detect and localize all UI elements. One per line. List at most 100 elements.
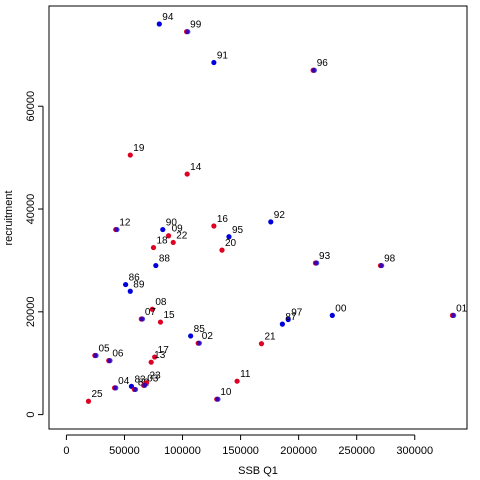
point-96: 96 [310,58,329,73]
point-93: 93 [312,251,331,266]
point-89: 89 [127,279,145,294]
point-04: 04 [111,376,130,391]
point-18: 18 [150,236,168,251]
point-label: 88 [159,254,171,265]
point-marker [85,398,92,404]
point-09: 09 [165,224,184,239]
point-05: 05 [92,344,110,359]
point-marker [234,378,240,384]
x-tick-label: 200000 [280,445,317,457]
point-marker-overlay [142,382,148,388]
point-label: 11 [240,369,251,380]
point-14: 14 [184,162,202,177]
x-tick-label: 300000 [396,445,433,457]
point-label: 13 [154,350,166,361]
point-marker [160,226,166,233]
point-label: 07 [145,307,157,318]
point-label: 91 [217,51,229,62]
point-label: 96 [317,58,329,69]
point-marker [157,319,164,325]
point-label: 21 [264,332,276,343]
point-label: 04 [118,376,130,387]
point-15: 15 [157,310,175,325]
point-label: 06 [112,349,124,360]
point-91: 91 [211,51,228,66]
point-00: 00 [329,303,347,319]
point-marker-overlay [139,316,146,322]
point-label: 90 [166,218,178,229]
y-tick-label: 60000 [25,91,37,122]
point-label: 20 [225,238,237,249]
point-label: 92 [274,210,286,221]
point-label: 02 [202,331,214,342]
point-label: 99 [190,20,202,31]
point-marker-overlay [114,226,120,233]
point-92: 92 [268,210,285,225]
point-marker [123,281,129,288]
point-22: 22 [170,230,188,246]
point-marker [170,239,176,246]
point-marker [258,341,265,347]
point-21: 21 [258,332,276,347]
point-label: 12 [119,218,131,229]
x-axis: 0 50000 100000 150000 200000 250000 300000 [63,434,433,457]
x-axis-label: SSB Q1 [238,465,278,477]
point-marker-overlay [379,262,385,269]
point-label: 93 [319,251,331,262]
point-label: 01 [456,303,468,314]
point-label: 95 [232,225,244,236]
point-label: 23 [150,371,162,382]
point-label: 10 [220,387,232,398]
point-label: 85 [194,324,206,335]
point-label: 03 [147,373,159,384]
point-90: 90 [160,218,177,233]
point-marker [150,244,157,251]
point-marker-overlay [451,312,457,319]
point-02: 02 [195,331,214,346]
point-03: 03 [141,373,159,388]
point-marker-overlay [196,340,202,346]
x-tick-label: 50000 [109,445,140,457]
point-label: 17 [158,345,170,356]
point-94: 94 [156,12,174,27]
point-marker [219,247,225,253]
point-label: 89 [133,279,145,290]
point-99: 99 [183,20,202,35]
point-25: 25 [85,389,103,404]
point-marker [329,312,335,319]
point-label: 14 [190,162,202,173]
point-marker-overlay [314,260,320,266]
point-label: 22 [176,230,188,241]
point-label: 25 [91,389,103,400]
point-marker-overlay [215,396,221,402]
point-85: 85 [188,324,205,339]
y-tick-label: 0 [25,412,37,418]
x-tick-label: 250000 [338,445,375,457]
y-tick-label: 40000 [25,194,37,225]
plot-box [48,5,468,430]
y-axis: 0 20000 40000 60000 [25,91,44,418]
point-label: 09 [172,224,184,235]
point-19: 19 [127,143,145,158]
point-01: 01 [449,303,468,319]
point-20: 20 [219,238,237,253]
point-marker [165,233,172,239]
point-88: 88 [153,254,170,269]
point-marker-overlay [132,386,139,393]
x-tick-label: 150000 [222,445,259,457]
point-label: 05 [98,344,110,355]
point-marker [153,262,159,269]
point-label: 94 [162,12,174,23]
point-marker [279,321,285,327]
point-07: 07 [138,307,157,322]
point-marker-overlay [311,67,317,73]
point-marker [285,316,291,323]
point-87: 87 [279,312,297,327]
point-label: 87 [285,312,297,323]
point-marker [211,223,217,229]
point-marker [152,354,158,360]
point-12: 12 [113,218,131,233]
point-13: 13 [148,350,166,365]
point-label: 98 [384,254,396,265]
